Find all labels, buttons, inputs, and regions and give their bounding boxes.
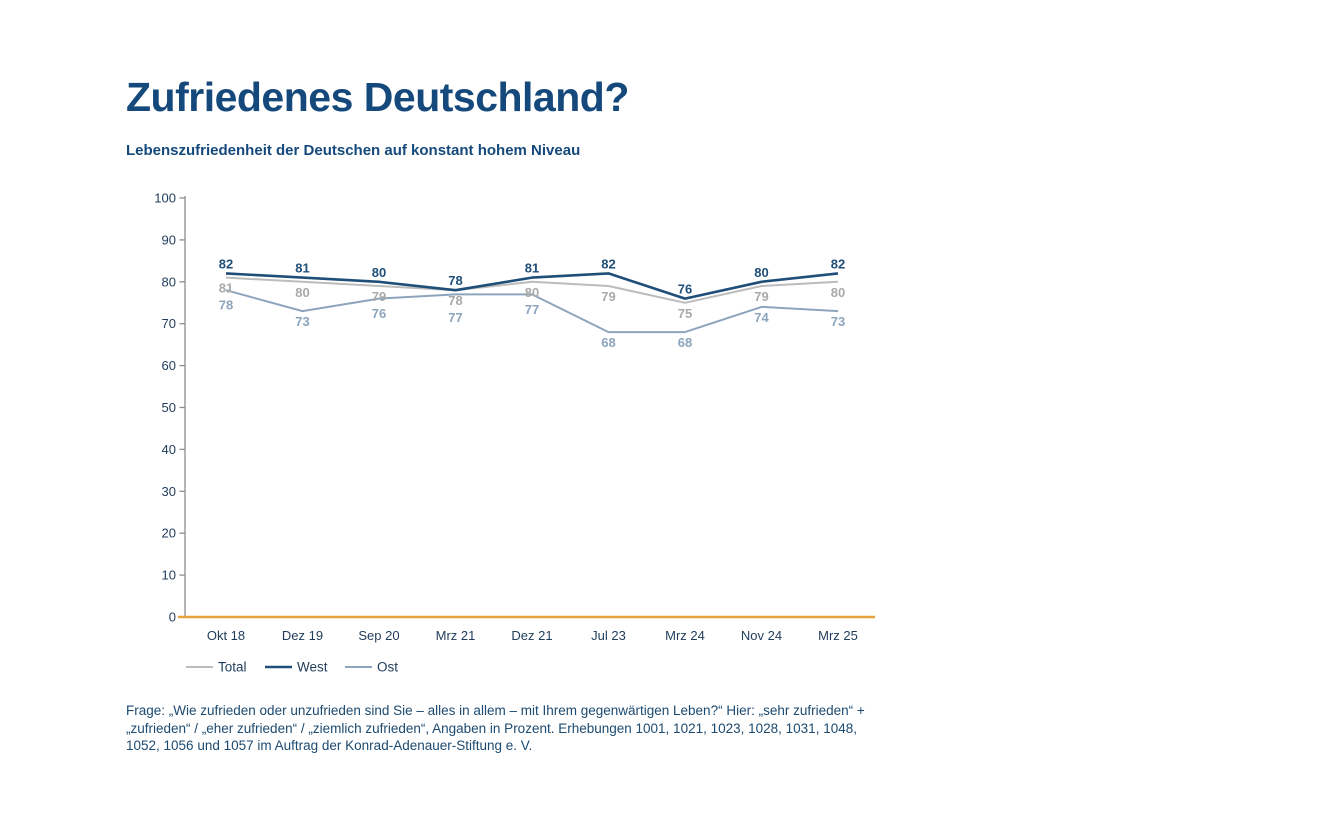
- x-axis-label: Mrz 24: [665, 628, 705, 643]
- y-axis-label: 30: [162, 484, 176, 499]
- x-axis-label: Jul 23: [591, 628, 626, 643]
- x-axis-label: Dez 19: [282, 628, 323, 643]
- data-label-ost: 74: [754, 310, 769, 325]
- data-label-ost: 68: [601, 335, 615, 350]
- data-label-ost: 77: [448, 310, 462, 325]
- y-axis-label: 60: [162, 358, 176, 373]
- x-axis-label: Okt 18: [207, 628, 245, 643]
- page-title: Zufriedenes Deutschland?: [126, 74, 629, 120]
- x-axis-label: Nov 24: [741, 628, 782, 643]
- legend-label-ost: Ost: [377, 660, 398, 675]
- data-label-west: 82: [601, 256, 615, 271]
- chart-canvas: 0 10 20 30 40 50 60 70 80 90 100 Okt 18 Dez 19 Sep 20…: [154, 191, 875, 675]
- x-axis-label: Mrz 25: [818, 628, 858, 643]
- data-label-total: 80: [295, 285, 309, 300]
- data-label-ost: 77: [525, 302, 539, 317]
- data-label-west: 80: [372, 265, 386, 280]
- data-label-total: 81: [219, 281, 233, 296]
- y-axis-label: 50: [162, 400, 176, 415]
- line-chart: 0 10 20 30 40 50 60 70 80 90 100 Okt 18 Dez 19 Sep 20…: [140, 190, 900, 700]
- data-label-ost: 73: [831, 314, 845, 329]
- data-label-ost: 68: [678, 335, 692, 350]
- data-label-ost: 73: [295, 314, 309, 329]
- y-axis-label: 0: [169, 610, 176, 625]
- source-footnote: Frage: „Wie zufrieden oder unzufrieden s…: [126, 702, 906, 755]
- y-axis-label: 20: [162, 526, 176, 541]
- data-label-total: 79: [754, 289, 768, 304]
- data-label-ost: 76: [372, 306, 386, 321]
- y-axis-label: 90: [162, 232, 176, 247]
- data-label-west: 78: [448, 273, 462, 288]
- series-line-ost: [225, 289, 839, 334]
- data-label-total: 79: [372, 289, 386, 304]
- x-axis-label: Dez 21: [511, 628, 552, 643]
- series-line-total: [225, 276, 839, 304]
- data-label-total: 78: [448, 293, 462, 308]
- y-axis-label: 70: [162, 316, 176, 331]
- chart-subtitle: Lebenszufriedenheit der Deutschen auf ko…: [126, 142, 581, 159]
- data-label-total: 79: [601, 289, 615, 304]
- legend-label-west: West: [297, 660, 328, 675]
- legend-label-total: Total: [218, 660, 247, 675]
- y-axis-label: 80: [162, 274, 176, 289]
- footnote-line: 1052, 1056 und 1057 im Auftrag der Konra…: [126, 738, 533, 754]
- y-axis-label: 100: [154, 191, 176, 206]
- data-label-west: 81: [525, 261, 539, 276]
- data-label-west: 81: [295, 261, 309, 276]
- x-axis-label: Sep 20: [358, 628, 399, 643]
- footnote-line: „zufrieden“ / „eher zufrieden“ / „ziemli…: [126, 720, 857, 736]
- x-axis-label: Mrz 21: [436, 628, 476, 643]
- data-label-west: 80: [754, 265, 768, 280]
- data-label-ost: 78: [219, 298, 233, 313]
- data-label-total: 80: [831, 285, 845, 300]
- y-axis-label: 40: [162, 442, 176, 457]
- data-label-west: 82: [219, 256, 233, 271]
- data-label-west: 76: [678, 282, 692, 297]
- data-label-total: 75: [678, 306, 692, 321]
- footnote-line: Frage: „Wie zufrieden oder unzufrieden s…: [126, 703, 865, 718]
- data-label-total: 80: [525, 285, 539, 300]
- series-line-west: [225, 272, 839, 300]
- data-label-west: 82: [831, 256, 845, 271]
- y-axis-label: 10: [162, 568, 176, 583]
